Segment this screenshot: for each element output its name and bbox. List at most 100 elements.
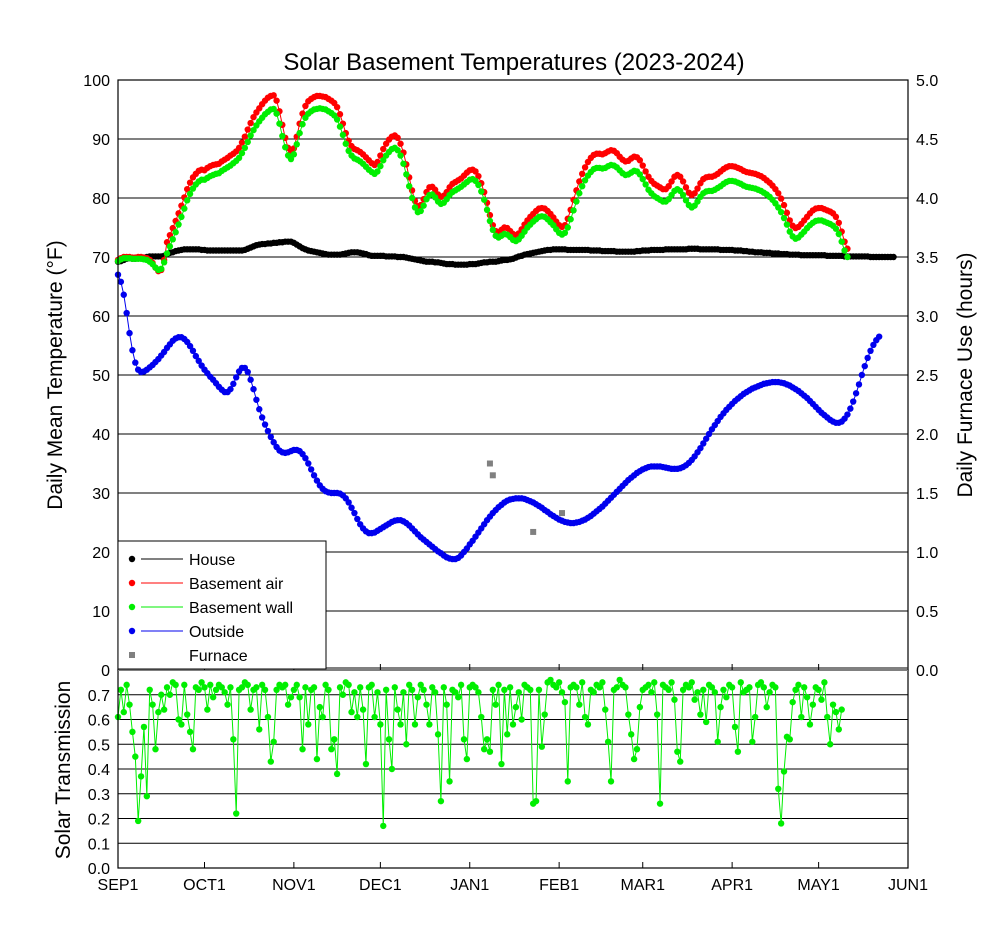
solar-transmission-point [434, 731, 442, 738]
solar-transmission-point [561, 698, 569, 706]
solar-transmission-point [261, 686, 269, 693]
left-tick-label: 80 [92, 191, 110, 208]
solar-transmission-point [146, 686, 153, 693]
x-tick-label: FEB1 [539, 877, 579, 894]
solar-transmission-point [746, 684, 753, 691]
basement-wall-point [777, 208, 785, 216]
basement-air-point [682, 184, 690, 191]
solar-transmission-point [380, 822, 387, 830]
x-tick-label: DEC1 [359, 877, 402, 894]
solar-transmission-point [397, 721, 404, 728]
furnace-point [559, 510, 566, 517]
basement-wall-point [175, 221, 182, 228]
top-left-tick-labels: 0 10 20 30 40 50 60 70 80 90 100 [83, 73, 110, 680]
solar-transmission-point [331, 736, 338, 743]
solar-transmission-point [284, 701, 292, 708]
outside-point [250, 385, 257, 393]
basement-air-point [835, 219, 842, 226]
solar-transmission-point [244, 681, 251, 689]
solar-transmission-point [760, 684, 768, 691]
solar-transmission-point [296, 694, 303, 701]
solar-transmission-point [411, 721, 419, 728]
basement-wall-point [235, 154, 243, 162]
solar-transmission-point [616, 676, 623, 684]
solar-transmission-point [809, 701, 817, 708]
solar-transmission-point [221, 689, 228, 696]
solar-transmission-point [723, 694, 730, 701]
basement-wall-point [489, 226, 497, 234]
top-right-tick-labels: 0.0 0.5 1.0 1.5 2.0 2.5 3.0 3.5 4.0 4.5 5.0 [916, 73, 938, 680]
solar-transmission-point [688, 679, 695, 686]
basement-wall-point [408, 194, 416, 202]
solar-transmission-point [195, 686, 202, 693]
solar-transmission-point [763, 703, 770, 711]
bottom-tick-label: 0.0 [88, 861, 110, 878]
basement-wall-point [679, 191, 687, 199]
solar-transmission-point [351, 689, 358, 696]
solar-transmission-point [486, 748, 494, 755]
basement-air-point [394, 134, 401, 142]
outside-point [305, 460, 312, 467]
basement-wall-point [411, 204, 419, 211]
basement-air-point [581, 164, 589, 171]
outside-point [345, 499, 352, 506]
solar-transmission-point [648, 689, 655, 696]
left-tick-label: 30 [92, 486, 110, 503]
solar-transmission-point [633, 746, 641, 753]
solar-transmission-point [553, 684, 560, 691]
solar-transmission-point [506, 684, 514, 691]
legend-label-house: House [189, 552, 235, 569]
solar-transmission-point [423, 701, 430, 708]
left-tick-label: 70 [92, 250, 110, 267]
solar-transmission-point [374, 689, 381, 696]
solar-transmission-point [480, 746, 488, 753]
outside-point [120, 291, 127, 298]
solar-transmission-point [573, 684, 580, 691]
solar-transmission-point [472, 684, 479, 691]
outside-point [864, 354, 871, 362]
solar-transmission-point [143, 793, 151, 800]
basement-wall-point [339, 131, 347, 139]
outside-point [850, 398, 857, 405]
chart-title: Solar Basement Temperatures (2023-2024) [283, 49, 744, 76]
solar-transmission-point [584, 721, 592, 728]
left-tick-label: 10 [92, 604, 110, 621]
solar-transmission-point [325, 686, 332, 693]
solar-transmission-point [455, 694, 462, 701]
solar-transmission-point [166, 691, 174, 698]
bottom-tick-label: 0.5 [88, 737, 110, 754]
basement-air-point [235, 144, 243, 152]
solar-transmission-point [651, 679, 658, 686]
solar-transmission-point [319, 713, 326, 721]
outside-point [870, 341, 877, 349]
furnace-point [530, 528, 537, 535]
basement-air-point [472, 168, 479, 175]
basement-wall-point [163, 250, 171, 257]
solar-transmission-point [155, 708, 162, 716]
basement-wall-point [567, 216, 574, 223]
solar-transmission-point [795, 681, 802, 689]
basement-wall-point [299, 121, 306, 128]
solar-transmission-point [408, 686, 416, 693]
solar-transmission-point [671, 696, 678, 703]
solar-transmission-point [328, 746, 335, 753]
solar-transmission-point [579, 679, 586, 686]
basement-wall-point [486, 217, 494, 225]
solar-transmission-point [420, 686, 427, 693]
solar-transmission-point [653, 711, 661, 718]
basement-air-point [270, 92, 277, 99]
right-tick-label: 0.5 [916, 604, 938, 621]
basement-wall-point [694, 198, 701, 205]
solar-transmission-point [391, 684, 398, 691]
solar-transmission-point [181, 681, 188, 689]
solar-transmission-point [558, 689, 566, 696]
x-tick-label: APR1 [711, 877, 753, 894]
solar-transmission-point [679, 686, 687, 693]
basement-wall-point [238, 149, 246, 157]
solar-transmission-point [483, 736, 491, 743]
solar-transmission-point [305, 721, 312, 728]
left-tick-label: 90 [92, 132, 110, 149]
solar-transmission-point [163, 684, 171, 691]
solar-transmission-point [394, 706, 401, 713]
outside-point [192, 352, 200, 360]
